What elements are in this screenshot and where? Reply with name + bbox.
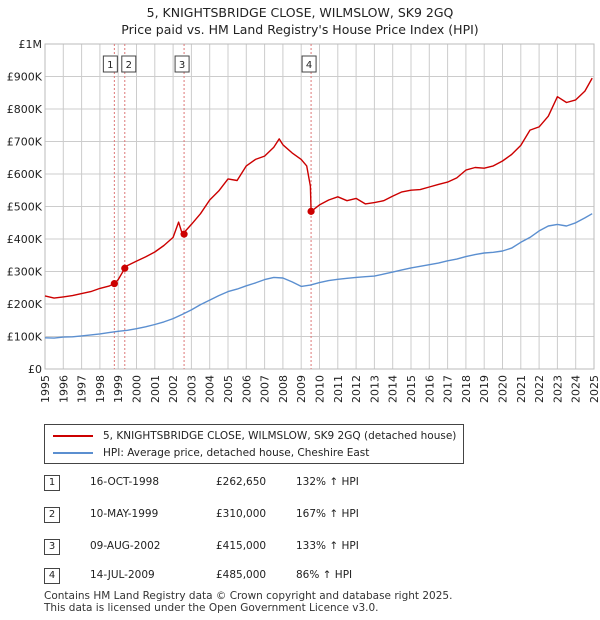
sale-price: £262,650 xyxy=(216,476,267,488)
x-tick-label: 2007 xyxy=(259,375,272,403)
y-tick-label: £1M xyxy=(19,38,43,51)
sale-hpi-change: 167% ↑ HPI xyxy=(296,508,359,520)
sale-marker-box xyxy=(121,55,137,73)
x-tick-label: 2024 xyxy=(570,375,583,403)
sale-date: 09-AUG-2002 xyxy=(90,540,161,552)
x-tick-label: 2011 xyxy=(332,375,345,403)
y-tick-label: £600K xyxy=(7,168,43,181)
y-tick-label: £900K xyxy=(7,71,43,84)
sale-point xyxy=(121,264,129,272)
legend-swatch-hpi xyxy=(53,452,93,454)
legend-label-property: 5, KNIGHTSBRIDGE CLOSE, WILMSLOW, SK9 2G… xyxy=(103,430,457,442)
sale-point xyxy=(110,280,118,288)
sale-marker-label: 1 xyxy=(107,60,113,71)
hpi-line xyxy=(44,213,593,339)
sale-number-badge: 2 xyxy=(44,507,60,523)
sale-hpi-change: 86% ↑ HPI xyxy=(296,569,353,581)
x-tick-label: 1998 xyxy=(94,375,107,403)
chart-title: 5, KNIGHTSBRIDGE CLOSE, WILMSLOW, SK9 2G… xyxy=(0,4,600,38)
price-chart: 1 2 3 4 £0 £100K £200K £300K £400K £500K £600K £70… xyxy=(7,38,600,403)
sale-hpi-change: 132% ↑ HPI xyxy=(296,476,359,488)
x-tick-label: 1999 xyxy=(112,375,125,403)
sale-point xyxy=(307,207,315,215)
sale-marker-label: 2 xyxy=(126,60,132,71)
x-tick-label: 2019 xyxy=(478,375,491,403)
x-tick-label: 2025 xyxy=(588,375,600,403)
x-tick-label: 2017 xyxy=(442,375,455,403)
x-tick-label: 2020 xyxy=(497,375,510,403)
table-row: 4 14-JUL-2009 £485,000 86% ↑ HPI xyxy=(44,566,464,586)
sale-price: £310,000 xyxy=(216,508,267,520)
sale-number-badge: 4 xyxy=(44,568,60,584)
sale-number-badge: 1 xyxy=(44,475,60,491)
x-tick-label: 2002 xyxy=(167,375,180,403)
legend-swatch-property xyxy=(53,435,93,437)
sale-price: £415,000 xyxy=(216,540,267,552)
sale-date: 14-JUL-2009 xyxy=(90,569,155,581)
x-tick-label: 2016 xyxy=(423,375,436,403)
x-tick-label: 2013 xyxy=(368,375,381,403)
table-row: 2 10-MAY-1999 £310,000 167% ↑ HPI xyxy=(44,505,464,525)
x-tick-label: 2023 xyxy=(551,375,564,403)
sale-marker-label: 3 xyxy=(179,60,185,71)
x-tick-label: 2001 xyxy=(149,375,162,403)
x-tick-label: 2018 xyxy=(460,375,473,403)
x-tick-label: 2021 xyxy=(515,375,528,403)
legend-item-hpi: HPI: Average price, detached house, Ches… xyxy=(53,445,369,461)
y-tick-label: £800K xyxy=(7,103,43,116)
x-tick-label: 2003 xyxy=(185,375,198,403)
sale-marker-label: 4 xyxy=(306,60,312,71)
x-tick-label: 2015 xyxy=(405,375,418,403)
sale-hpi-change: 133% ↑ HPI xyxy=(296,540,359,552)
x-tick-label: 2012 xyxy=(350,375,363,403)
footer-line-2: This data is licensed under the Open Gov… xyxy=(44,602,379,614)
sale-number-badge: 3 xyxy=(44,539,60,555)
legend-label-hpi: HPI: Average price, detached house, Ches… xyxy=(103,447,370,459)
sale-marker-box xyxy=(102,55,118,73)
sale-date: 10-MAY-1999 xyxy=(90,508,159,520)
sale-date: 16-OCT-1998 xyxy=(90,476,159,488)
y-tick-label: £0 xyxy=(28,363,42,376)
footer-line-1: Contains HM Land Registry data © Crown c… xyxy=(44,590,453,602)
sale-marker-box xyxy=(174,55,190,73)
x-tick-label: 1996 xyxy=(57,375,70,403)
x-tick-label: 2005 xyxy=(222,375,235,403)
plot-area-frame xyxy=(44,43,595,370)
x-tick-label: 2010 xyxy=(314,375,327,403)
legend-item-property: 5, KNIGHTSBRIDGE CLOSE, WILMSLOW, SK9 2G… xyxy=(53,428,456,444)
table-row: 3 09-AUG-2002 £415,000 133% ↑ HPI xyxy=(44,537,464,557)
sale-point xyxy=(180,230,188,238)
y-tick-label: £700K xyxy=(7,136,43,149)
property-price-line xyxy=(44,77,593,299)
legend: 5, KNIGHTSBRIDGE CLOSE, WILMSLOW, SK9 2G… xyxy=(44,424,464,464)
sale-price: £485,000 xyxy=(216,569,267,581)
x-tick-label: 2000 xyxy=(131,375,144,403)
y-tick-label: £500K xyxy=(7,201,43,214)
y-tick-label: £300K xyxy=(7,266,43,279)
x-tick-label: 1995 xyxy=(39,375,52,403)
x-tick-label: 1997 xyxy=(76,375,89,403)
table-row: 1 16-OCT-1998 £262,650 132% ↑ HPI xyxy=(44,473,464,493)
sale-marker-box xyxy=(301,55,317,73)
y-tick-label: £400K xyxy=(7,233,43,246)
x-tick-label: 2022 xyxy=(533,375,546,403)
x-tick-label: 2006 xyxy=(240,375,253,403)
x-tick-label: 2004 xyxy=(204,375,217,403)
title-line-2: Price paid vs. HM Land Registry's House … xyxy=(121,22,479,37)
title-line-1: 5, KNIGHTSBRIDGE CLOSE, WILMSLOW, SK9 2G… xyxy=(146,5,454,20)
x-tick-label: 2008 xyxy=(277,375,290,403)
footer-note: Contains HM Land Registry data © Crown c… xyxy=(44,590,452,614)
y-tick-label: £200K xyxy=(7,298,43,311)
x-tick-label: 2009 xyxy=(295,375,308,403)
y-tick-label: £100K xyxy=(7,331,43,344)
x-tick-label: 2014 xyxy=(387,375,400,403)
